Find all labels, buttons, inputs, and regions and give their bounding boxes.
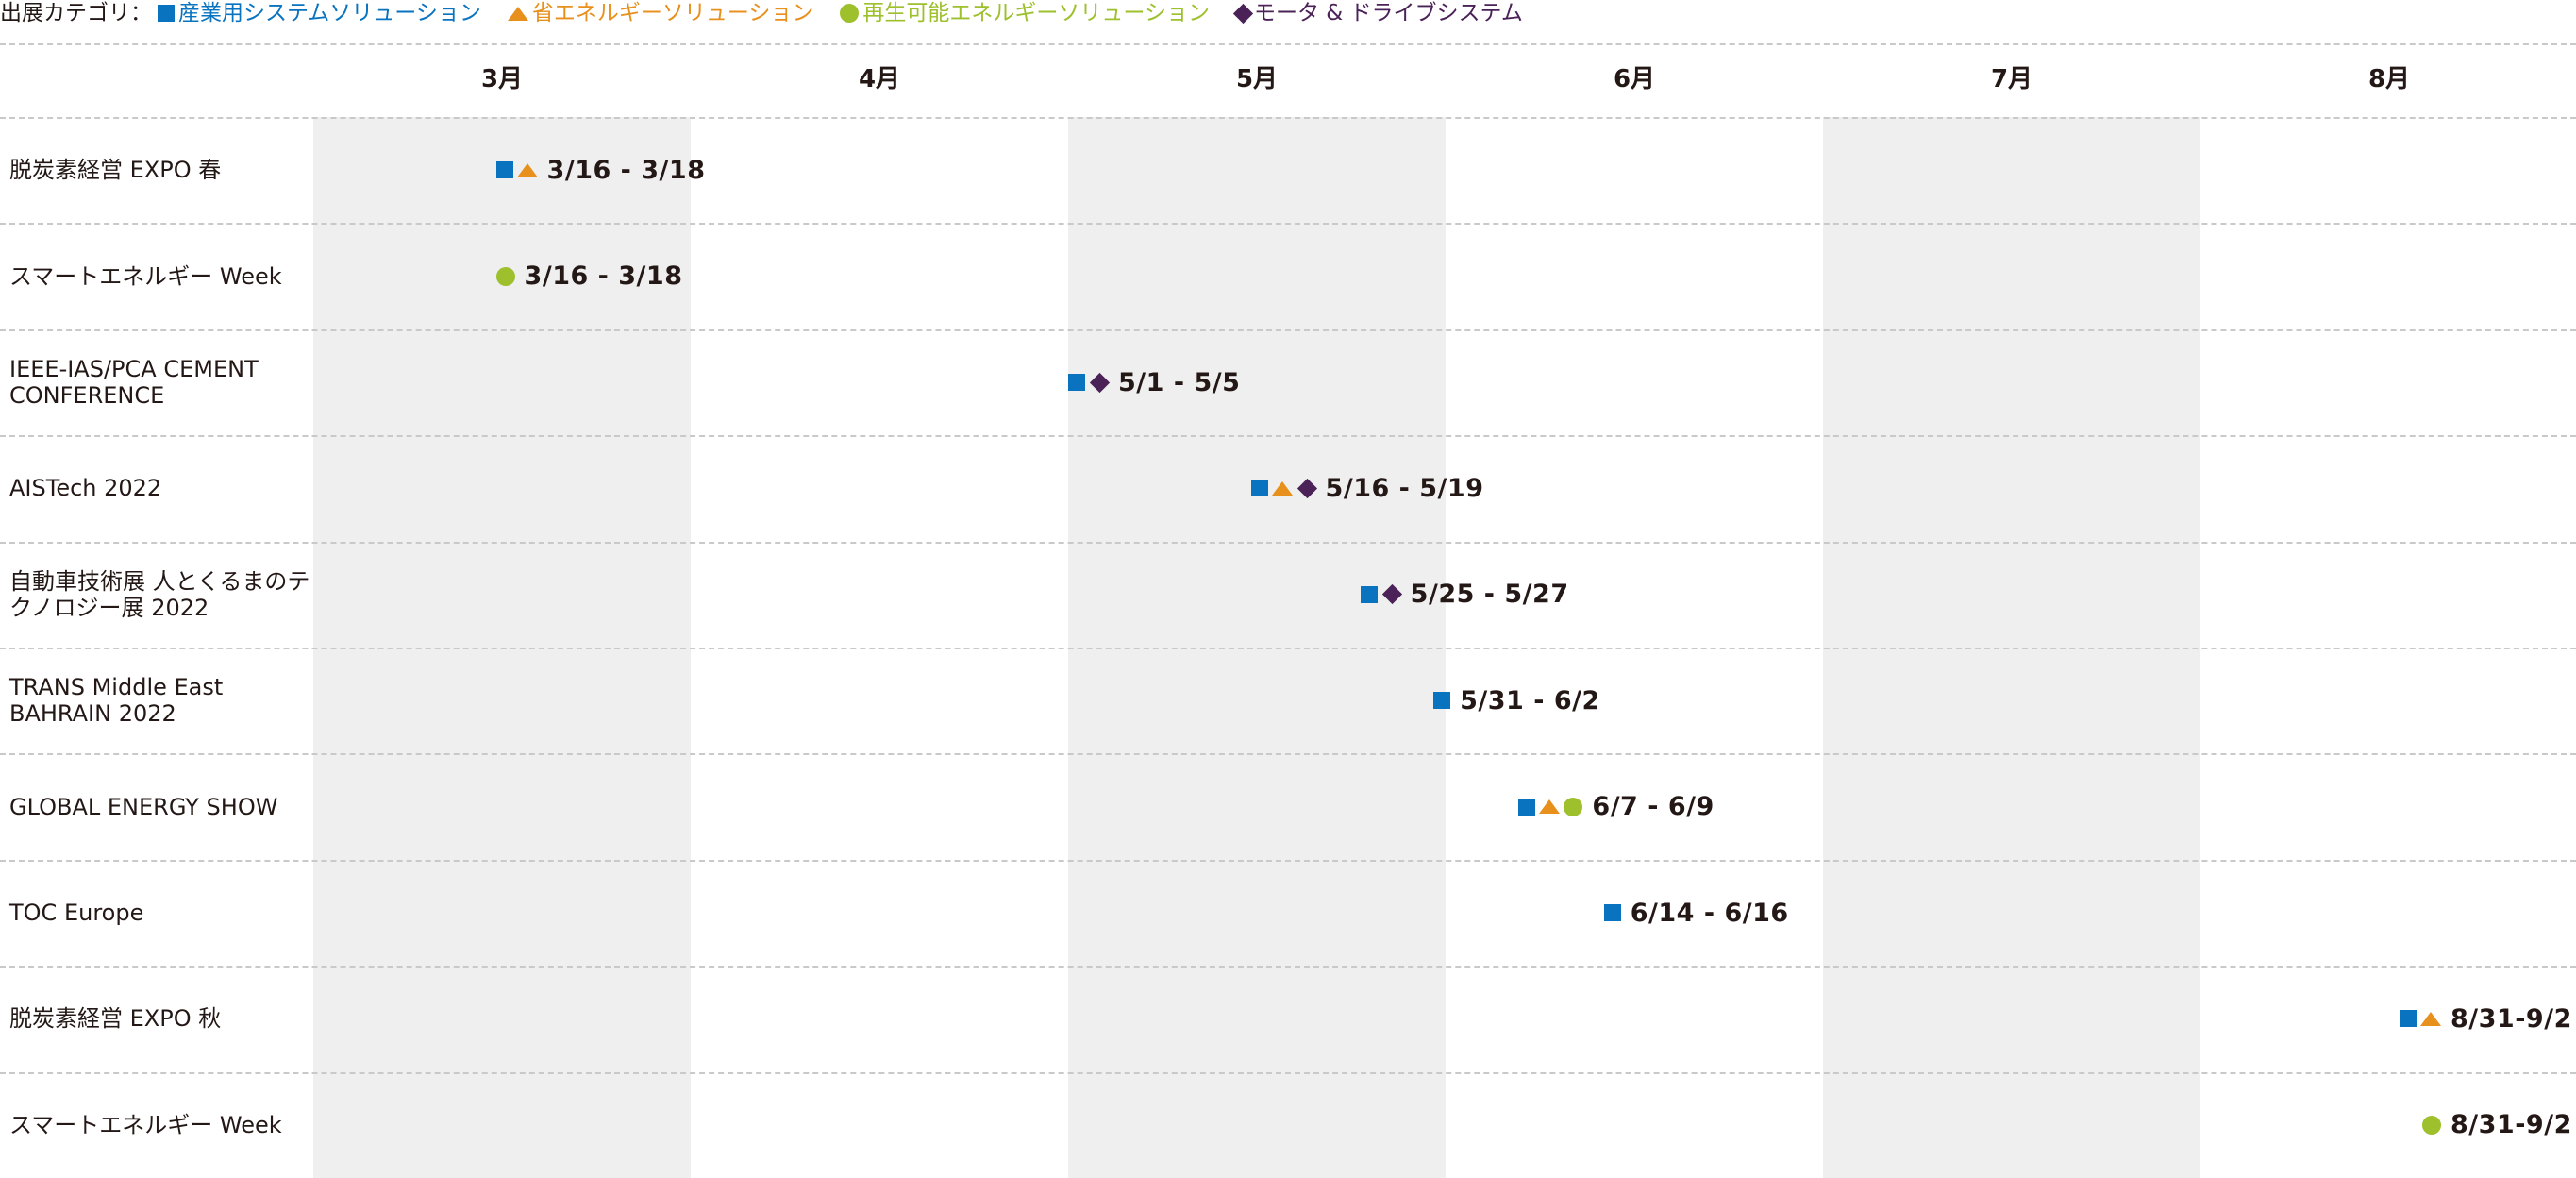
square-icon xyxy=(495,161,513,179)
month-header: 6月 xyxy=(1613,65,1656,93)
month-header: 8月 xyxy=(2367,65,2411,93)
grid-line xyxy=(0,1071,2576,1074)
event-name: スマートエネルギー Week xyxy=(9,262,282,290)
grid-line xyxy=(0,753,2576,756)
event-date-range: 5/1 - 5/5 xyxy=(1118,367,1241,397)
event-date-range: 3/16 - 3/18 xyxy=(524,261,683,292)
event-date-range: 8/31-9/2 xyxy=(2451,1003,2572,1034)
event-name: TOC Europe xyxy=(9,899,144,926)
square-icon xyxy=(1603,904,1621,921)
grid-line xyxy=(0,541,2576,544)
event-marker: 6/7 - 6/9 xyxy=(1518,792,1715,822)
grid-line xyxy=(0,859,2576,862)
diamond-icon xyxy=(1296,478,1317,498)
event-name: IEEE-IAS/PCA CEMENT CONFERENCE xyxy=(9,355,259,409)
square-icon xyxy=(1518,798,1536,816)
event-marker: 8/31-9/2 xyxy=(2422,1110,2572,1140)
event-name: 脱炭素経営 EXPO 秋 xyxy=(9,1005,222,1033)
event-date-range: 3/16 - 3/18 xyxy=(546,155,706,185)
legend-title: 出展カテゴリ： xyxy=(0,1,152,25)
grid-line xyxy=(0,966,2576,968)
legend-label: 再生可能エネルギーソリューション xyxy=(862,1,1210,25)
month-header: 3月 xyxy=(480,65,524,93)
triangle-icon xyxy=(516,162,538,177)
grid-line xyxy=(0,435,2576,438)
diamond-icon xyxy=(1381,584,1402,605)
square-icon xyxy=(158,5,175,22)
event-marker: 5/25 - 5/27 xyxy=(1360,580,1569,610)
event-date-range: 5/16 - 5/19 xyxy=(1325,473,1484,503)
triangle-icon xyxy=(1271,480,1293,496)
event-date-range: 5/25 - 5/27 xyxy=(1410,580,1569,610)
event-date-range: 6/7 - 6/9 xyxy=(1592,792,1715,822)
event-marker: 6/14 - 6/16 xyxy=(1603,898,1789,928)
event-marker: 8/31-9/2 xyxy=(2400,1003,2572,1034)
legend-label: 産業用システムソリューション xyxy=(178,1,481,25)
circle-icon xyxy=(495,266,515,286)
square-icon xyxy=(1068,374,1085,391)
event-name: TRANS Middle East BAHRAIN 2022 xyxy=(9,674,224,728)
legend-item-industrial: 産業用システムソリューション xyxy=(152,1,481,25)
month-header: 5月 xyxy=(1235,65,1279,93)
event-marker: 5/1 - 5/5 xyxy=(1068,367,1241,397)
triangle-icon xyxy=(1539,799,1561,815)
event-date-range: 8/31-9/2 xyxy=(2451,1110,2572,1140)
event-name: AISTech 2022 xyxy=(9,475,162,502)
square-icon xyxy=(1433,692,1451,710)
month-header: 4月 xyxy=(858,65,901,93)
legend: 出展カテゴリ： 産業用システムソリューション 省エネルギーソリューション 再生可… xyxy=(0,0,1523,26)
grid-line xyxy=(0,648,2576,649)
legend-label: 省エネルギーソリューション xyxy=(531,1,814,25)
legend-item-motor-drive: モータ & ドライブシステム xyxy=(1230,1,1523,25)
legend-item-renewable: 再生可能エネルギーソリューション xyxy=(834,1,1210,25)
legend-item-energy-saving: 省エネルギーソリューション xyxy=(502,1,814,25)
grid-line xyxy=(0,223,2576,226)
triangle-icon xyxy=(507,6,528,21)
event-marker: 3/16 - 3/18 xyxy=(495,261,683,292)
schedule-grid: 3月 4月 5月 6月 7月 8月脱炭素経営 EXPO 春 3/16 - 3/18 スマートエ… xyxy=(0,43,2576,1178)
event-marker: 5/16 - 5/19 xyxy=(1250,473,1484,503)
event-date-range: 6/14 - 6/16 xyxy=(1630,898,1789,928)
circle-icon xyxy=(840,4,860,23)
triangle-icon xyxy=(2420,1011,2441,1026)
square-icon xyxy=(2400,1010,2417,1028)
legend-label: モータ & ドライブシステム xyxy=(1253,1,1523,25)
circle-icon xyxy=(1564,797,1583,816)
diamond-icon xyxy=(1232,3,1254,24)
month-header: 7月 xyxy=(1990,65,2033,93)
event-marker: 3/16 - 3/18 xyxy=(495,155,706,185)
square-icon xyxy=(1250,480,1268,497)
event-name: GLOBAL ENERGY SHOW xyxy=(9,793,278,820)
circle-icon xyxy=(2422,1115,2441,1135)
grid-line xyxy=(0,117,2576,119)
event-name: スマートエネルギー Week xyxy=(9,1111,282,1138)
grid-line xyxy=(0,328,2576,331)
event-marker: 5/31 - 6/2 xyxy=(1433,686,1600,715)
diamond-icon xyxy=(1089,372,1111,393)
square-icon xyxy=(1360,585,1378,603)
event-name: 自動車技術展 人とくるまのテクノロジー展 2022 xyxy=(9,567,310,621)
event-name: 脱炭素経営 EXPO 春 xyxy=(9,157,222,184)
event-date-range: 5/31 - 6/2 xyxy=(1460,685,1600,715)
grid-line xyxy=(0,43,2576,45)
